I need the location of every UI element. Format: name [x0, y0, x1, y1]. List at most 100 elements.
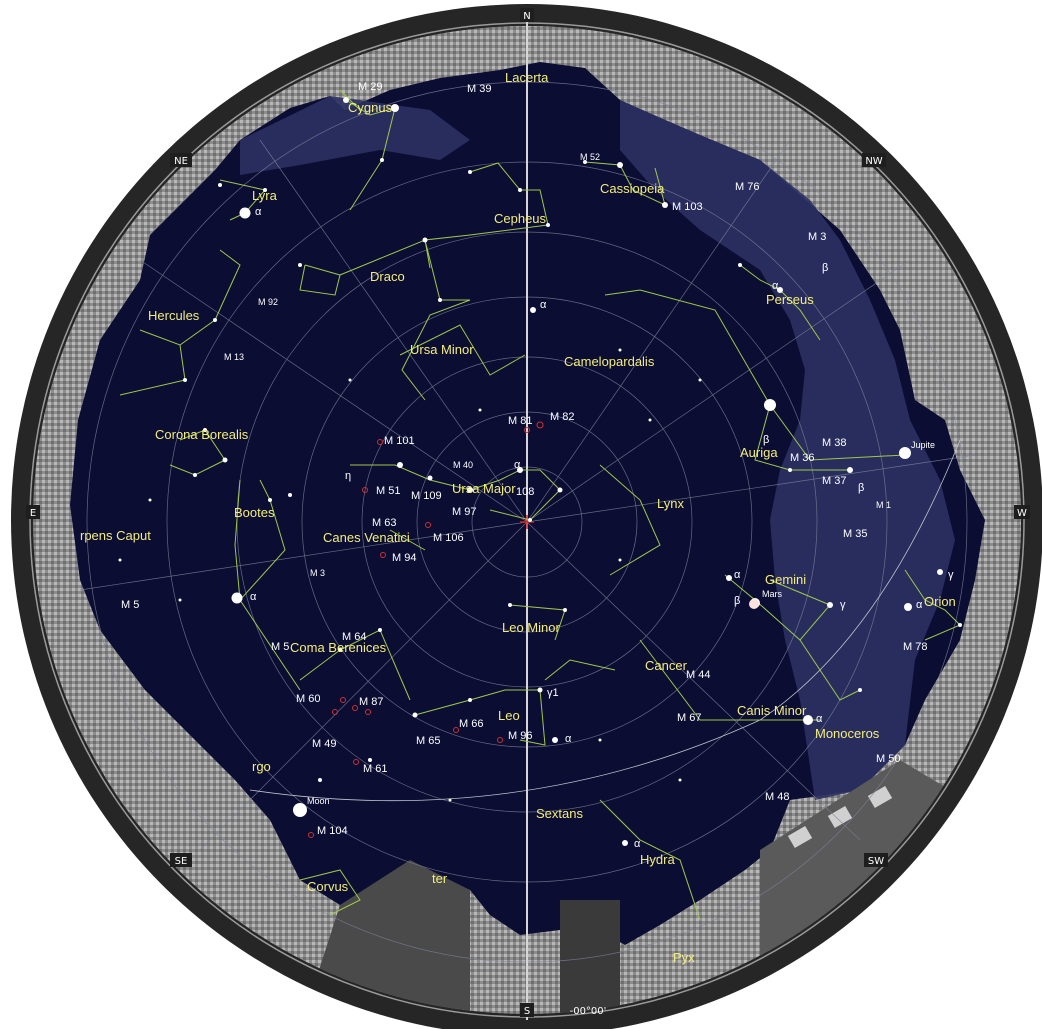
object-m49[interactable]: M 49 [312, 738, 336, 750]
constellation-serpens-caput[interactable]: rpens Caput [80, 528, 151, 543]
star-gamma-leo[interactable]: γ1 [547, 687, 559, 699]
object-m37[interactable]: M 37 [822, 475, 846, 487]
object-m1[interactable]: M 1 [876, 500, 891, 510]
star-alpha-ori[interactable]: α [916, 599, 923, 611]
object-m61[interactable]: M 61 [363, 763, 387, 775]
object-m103[interactable]: M 103 [672, 201, 703, 213]
constellation-cancer[interactable]: Cancer [645, 658, 688, 673]
object-m82[interactable]: M 82 [550, 411, 574, 423]
constellation-hydra[interactable]: Hydra [640, 852, 675, 867]
object-m97[interactable]: M 97 [452, 506, 476, 518]
constellation-draco[interactable]: Draco [370, 269, 405, 284]
compass-sw: SW [868, 856, 884, 867]
constellation-orion[interactable]: Orion [924, 594, 956, 609]
object-m64[interactable]: M 64 [342, 631, 366, 643]
object-m104[interactable]: M 104 [317, 825, 348, 837]
object-m5[interactable]: M 5 [121, 599, 139, 611]
star-alpha-cep[interactable]: α [540, 299, 547, 311]
compass-nw: NW [865, 156, 882, 167]
object-m29[interactable]: M 29 [358, 81, 382, 93]
constellation-bootes[interactable]: Bootes [234, 505, 275, 520]
constellation-perseus[interactable]: Perseus [766, 292, 814, 307]
star-beta-per[interactable]: β [822, 262, 828, 274]
constellation-cygnus[interactable]: Cygnus [348, 100, 393, 115]
object-m34[interactable]: M 3 [808, 231, 826, 243]
constellation-canis-minor[interactable]: Canis Minor [737, 703, 807, 718]
constellation-gemini[interactable]: Gemini [765, 572, 806, 587]
object-m13[interactable]: M 13 [224, 352, 244, 362]
object-m52[interactable]: M 52 [580, 152, 600, 162]
object-m63[interactable]: M 63 [372, 517, 396, 529]
constellation-cassiopeia[interactable]: Cassiopeia [600, 181, 665, 196]
object-m35[interactable]: M 35 [843, 528, 867, 540]
constellation-hercules[interactable]: Hercules [148, 308, 200, 323]
constellation-corvus[interactable]: Corvus [307, 879, 349, 894]
constellation-ursa-minor[interactable]: Ursa Minor [410, 342, 474, 357]
object-m108[interactable]: 108 [516, 486, 534, 498]
star-eta-uma[interactable]: η [345, 470, 351, 482]
constellation-ursa-major[interactable]: Ursa Major [452, 481, 516, 496]
constellation-sextans[interactable]: Sextans [536, 806, 583, 821]
constellation-lynx[interactable]: Lynx [657, 496, 684, 511]
planet-moon[interactable]: Moon [307, 796, 330, 806]
constellation-crater[interactable]: ter [432, 871, 448, 886]
object-m48[interactable]: M 48 [765, 791, 789, 803]
object-m51[interactable]: M 51 [376, 485, 400, 497]
constellation-lyra[interactable]: Lyra [252, 188, 278, 203]
object-m87[interactable]: M 87 [359, 696, 383, 708]
object-m109[interactable]: M 109 [411, 490, 442, 502]
object-m65[interactable]: M 65 [416, 735, 440, 747]
constellation-cepheus[interactable]: Cepheus [494, 211, 547, 226]
star-alpha-leo[interactable]: α [565, 733, 572, 745]
object-m60[interactable]: M 60 [296, 693, 320, 705]
object-m50[interactable]: M 50 [876, 753, 900, 765]
constellation-pyxis[interactable]: Pyx [673, 950, 695, 965]
object-m94[interactable]: M 94 [392, 552, 416, 564]
object-m76[interactable]: M 76 [735, 181, 759, 193]
constellation-corona-borealis[interactable]: Corona Borealis [155, 427, 249, 442]
star-alpha-uma[interactable]: α [514, 459, 521, 471]
star-alpha-lyr[interactable]: α [255, 206, 262, 218]
object-m39[interactable]: M 39 [467, 83, 491, 95]
milky-way-west [620, 100, 955, 800]
object-m36[interactable]: M 36 [790, 452, 814, 464]
constellation-virgo[interactable]: rgo [252, 759, 271, 774]
mars-marker [749, 599, 759, 609]
object-m101[interactable]: M 101 [384, 435, 415, 447]
object-m92[interactable]: M 92 [258, 297, 278, 307]
star-beta-aur[interactable]: β [763, 434, 769, 446]
star-alpha-hya[interactable]: α [634, 838, 641, 850]
constellation-leo-minor[interactable]: Leo Minor [502, 620, 560, 635]
star-gamma-gem[interactable]: γ [840, 599, 846, 611]
object-m106[interactable]: M 106 [433, 532, 464, 544]
ecliptic [249, 439, 961, 802]
constellation-auriga[interactable]: Auriga [740, 445, 778, 460]
object-m44[interactable]: M 44 [686, 669, 710, 681]
object-m66[interactable]: M 66 [459, 718, 483, 730]
star-alpha-cmi[interactable]: α [816, 713, 823, 725]
star-beta-gem[interactable]: β [734, 595, 740, 607]
object-m96[interactable]: M 96 [508, 730, 532, 742]
object-m81[interactable]: M 81 [508, 415, 532, 427]
constellation-monoceros[interactable]: Monoceros [815, 726, 880, 741]
constellation-camelopardalis[interactable]: Camelopardalis [564, 354, 655, 369]
constellation-canes-venatici[interactable]: Canes Venatici [323, 530, 410, 545]
object-m3[interactable]: M 3 [310, 568, 325, 578]
star-beta-tau[interactable]: β [858, 482, 864, 494]
object-m53[interactable]: M 5 [271, 641, 289, 653]
object-m78[interactable]: M 78 [903, 641, 927, 653]
star-alpha-boo[interactable]: α [250, 591, 257, 603]
planet-jupiter[interactable]: Jupite [911, 440, 935, 450]
object-m67[interactable]: M 67 [677, 712, 701, 724]
constellation-leo[interactable]: Leo [498, 708, 520, 723]
object-m38[interactable]: M 38 [822, 437, 846, 449]
constellation-lacerta[interactable]: Lacerta [505, 70, 549, 85]
star-alpha-per[interactable]: α [772, 280, 779, 292]
star-alpha-gem[interactable]: α [734, 569, 741, 581]
star-gamma-ori[interactable]: γ [948, 569, 954, 581]
planet-mars[interactable]: Mars [762, 589, 782, 599]
constellation-coma-berenices[interactable]: Coma Berenices [290, 640, 387, 655]
compass-n: N [523, 11, 530, 22]
object-m40[interactable]: M 40 [453, 460, 473, 470]
